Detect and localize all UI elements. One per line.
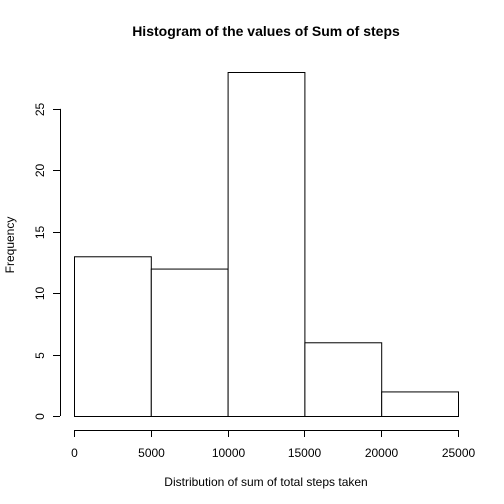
x-tick-label-2: 10000 xyxy=(212,446,246,460)
x-tick-label-5: 25000 xyxy=(442,446,476,460)
y-tick-label-1: 5 xyxy=(33,352,47,359)
histogram-bar-1 xyxy=(150,268,229,418)
y-tick-label-5: 25 xyxy=(33,103,47,117)
bars-group xyxy=(74,72,460,418)
y-axis-label: Frequency xyxy=(3,217,17,274)
histogram-bar-0 xyxy=(74,256,152,417)
histogram-bar-2 xyxy=(227,72,306,417)
x-tick-label-4: 20000 xyxy=(365,446,399,460)
histogram-bar-4 xyxy=(381,391,460,417)
histogram-bar-3 xyxy=(304,342,383,417)
y-axis: 0 5 10 15 20 25 xyxy=(33,103,61,420)
y-tick-label-0: 0 xyxy=(33,413,47,420)
x-tick-label-0: 0 xyxy=(71,446,78,460)
x-tick-label-3: 15000 xyxy=(288,446,322,460)
y-tick-label-3: 15 xyxy=(33,226,47,240)
chart-title: Histogram of the values of Sum of steps xyxy=(132,23,400,39)
x-tick-label-1: 5000 xyxy=(138,446,165,460)
x-axis-label: Distribution of sum of total steps taken xyxy=(164,475,367,489)
y-tick-label-2: 10 xyxy=(33,287,47,301)
x-axis: 0 5000 10000 15000 20000 25000 xyxy=(71,430,476,460)
y-tick-label-4: 20 xyxy=(33,164,47,178)
